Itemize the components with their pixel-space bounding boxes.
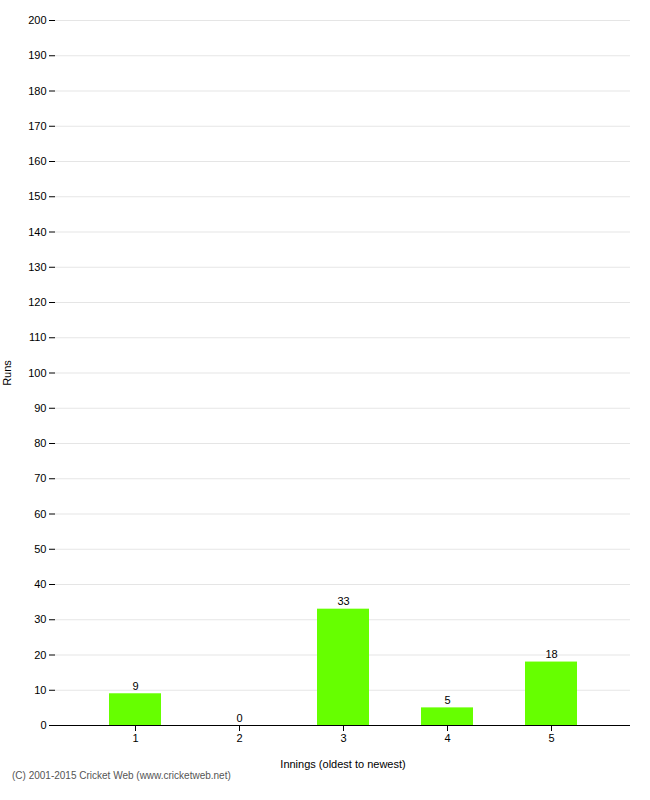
svg-text:9: 9 bbox=[132, 680, 138, 692]
svg-text:120: 120 bbox=[28, 296, 46, 308]
svg-text:40: 40 bbox=[34, 578, 46, 590]
svg-text:90: 90 bbox=[34, 402, 46, 414]
svg-text:1: 1 bbox=[132, 732, 138, 744]
svg-text:33: 33 bbox=[337, 595, 349, 607]
svg-text:110: 110 bbox=[29, 331, 47, 343]
svg-text:60: 60 bbox=[34, 508, 46, 520]
svg-text:5: 5 bbox=[548, 732, 554, 744]
svg-text:Innings (oldest to newest): Innings (oldest to newest) bbox=[280, 758, 405, 770]
svg-text:160: 160 bbox=[28, 155, 46, 167]
svg-text:70: 70 bbox=[34, 472, 46, 484]
svg-text:20: 20 bbox=[34, 649, 46, 661]
svg-text:Runs: Runs bbox=[1, 360, 13, 386]
svg-text:200: 200 bbox=[28, 14, 46, 26]
svg-text:170: 170 bbox=[28, 120, 46, 132]
svg-text:3: 3 bbox=[340, 732, 346, 744]
svg-text:100: 100 bbox=[28, 367, 46, 379]
svg-text:80: 80 bbox=[34, 437, 46, 449]
svg-text:190: 190 bbox=[28, 49, 46, 61]
svg-text:10: 10 bbox=[34, 684, 46, 696]
svg-text:5: 5 bbox=[444, 694, 450, 706]
svg-text:18: 18 bbox=[545, 648, 557, 660]
html-text:(C) 2001-2015 Cricket Web (www: (C) 2001-2015 Cricket Web (www.cricketwe… bbox=[12, 770, 231, 781]
svg-text:130: 130 bbox=[28, 261, 46, 273]
svg-text:4: 4 bbox=[444, 732, 450, 744]
svg-text:2: 2 bbox=[236, 732, 242, 744]
svg-text:0: 0 bbox=[236, 712, 242, 724]
svg-text:50: 50 bbox=[34, 543, 46, 555]
svg-text:150: 150 bbox=[28, 190, 46, 202]
svg-text:30: 30 bbox=[34, 613, 46, 625]
svg-text:140: 140 bbox=[28, 226, 46, 238]
svg-text:0: 0 bbox=[40, 719, 46, 731]
svg-text:180: 180 bbox=[28, 85, 46, 97]
